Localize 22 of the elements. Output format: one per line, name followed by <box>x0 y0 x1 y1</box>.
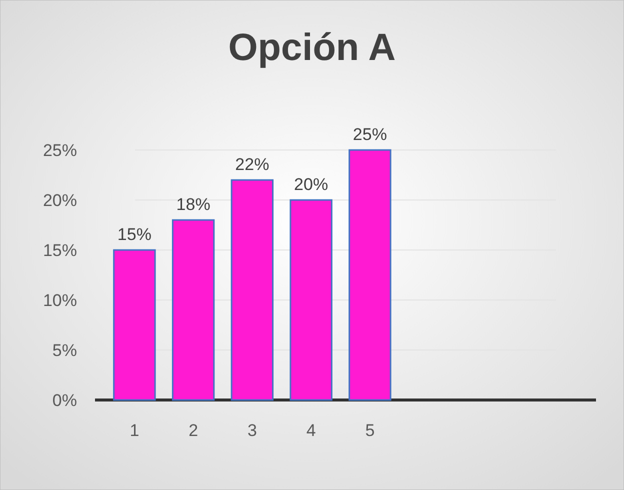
x-tick-label: 5 <box>365 421 375 440</box>
data-label: 22% <box>235 155 270 174</box>
x-tick-label: 4 <box>306 421 316 440</box>
data-label: 20% <box>294 175 328 194</box>
y-tick-label: 5% <box>52 341 77 360</box>
y-tick-label: 15% <box>42 241 77 260</box>
data-label: 15% <box>117 225 152 244</box>
x-tick-label: 1 <box>130 421 140 440</box>
bar <box>348 149 392 401</box>
bar <box>290 199 332 401</box>
data-label: 25% <box>352 125 387 144</box>
data-label: 18% <box>176 195 210 214</box>
bar <box>113 249 156 401</box>
y-tick-label: 10% <box>42 291 77 310</box>
bar <box>172 219 215 401</box>
chart-title: Opción A <box>228 27 396 69</box>
y-tick-label: 25% <box>42 141 77 160</box>
x-tick-label: 3 <box>247 421 257 440</box>
y-tick-label: 20% <box>42 191 77 210</box>
y-tick-label: 0% <box>52 391 77 410</box>
x-tick-label: 2 <box>188 421 198 440</box>
bar <box>230 179 274 401</box>
